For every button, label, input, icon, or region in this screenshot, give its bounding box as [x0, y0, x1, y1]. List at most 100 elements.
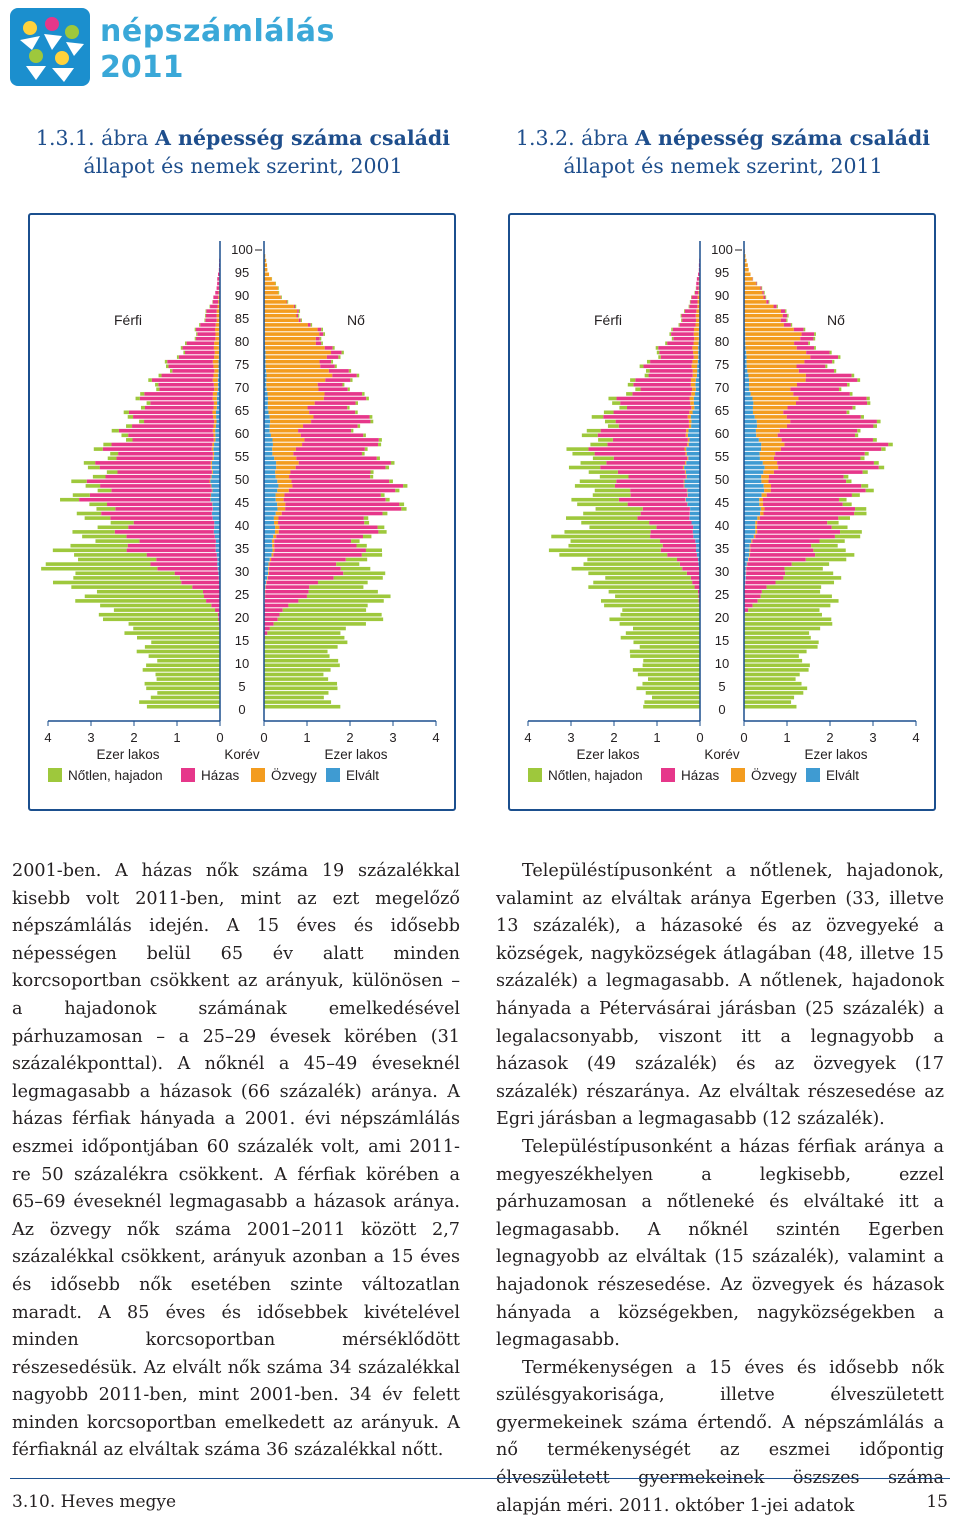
bar-female-zvegy-37	[273, 535, 276, 539]
bar-male-hzas-49	[87, 480, 210, 484]
bar-male-zvegy-52	[211, 466, 212, 470]
bar-male-ntlenhajadon-25	[609, 590, 698, 594]
bar-male-ntlenhajadon-9	[643, 664, 700, 668]
bar-female-zvegy-58	[759, 438, 782, 442]
bar-female-zvegy-75	[747, 360, 805, 364]
bar-female-ntlenhajadon-91	[278, 286, 279, 290]
bar-female-zvegy-32	[270, 558, 271, 562]
bar-male-hzas-51	[618, 470, 685, 474]
bar-female-zvegy-36	[751, 539, 752, 543]
bar-male-hzas-70	[158, 383, 213, 387]
bar-male-hzas-94	[698, 273, 699, 277]
bar-male-ntlenhajadon-70	[155, 383, 158, 387]
bar-female-ntlenhajadon-63	[370, 415, 373, 419]
bar-male-zvegy-66	[690, 401, 694, 405]
bar-male-ntlenhajadon-0	[643, 705, 700, 709]
bar-female-hzas-88	[766, 300, 768, 304]
x-tick-label-female: 4	[432, 730, 439, 745]
bar-male-zvegy-83	[695, 323, 699, 327]
bar-male-ntlenhajadon-28	[73, 576, 179, 580]
bar-female-zvegy-84	[745, 319, 781, 323]
bar-female-zvegy-93	[744, 277, 752, 281]
bar-female-elvlt-32	[264, 558, 270, 562]
bar-female-elvlt-42	[744, 512, 760, 516]
bar-male-zvegy-60	[213, 429, 215, 433]
bar-female-elvlt-59	[744, 434, 756, 438]
age-tick-label: 15	[235, 633, 249, 648]
bar-female-hzas-20	[264, 613, 280, 617]
bar-male-hzas-56	[588, 447, 684, 451]
bar-female-elvlt-47	[264, 489, 277, 493]
bar-male-elvlt-50	[212, 475, 220, 479]
bar-male-hzas-86	[685, 309, 697, 313]
bar-male-hzas-36	[660, 539, 695, 543]
bar-male-hzas-83	[200, 323, 216, 327]
bar-male-ntlenhajadon-43	[596, 507, 643, 511]
bar-female-elvlt-45	[744, 498, 759, 502]
legend-swatch-1	[661, 768, 675, 782]
bar-male-hzas-85	[206, 314, 217, 318]
bar-female-hzas-67	[798, 397, 866, 401]
bar-female-ntlenhajadon-29	[343, 572, 385, 576]
bar-male-elvlt-47	[687, 489, 700, 493]
bar-female-hzas-28	[746, 576, 784, 580]
bar-male-hzas-30	[682, 567, 699, 571]
bar-male-ntlenhajadon-78	[181, 346, 183, 350]
bar-female-hzas-29	[746, 572, 785, 576]
bar-female-ntlenhajadon-92	[275, 282, 276, 286]
bar-female-zvegy-90	[744, 291, 762, 295]
bar-female-hzas-34	[750, 549, 813, 553]
bar-female-ntlenhajadon-34	[813, 549, 845, 553]
bar-male-ntlenhajadon-18	[620, 622, 700, 626]
bar-female-ntlenhajadon-2	[744, 696, 794, 700]
bar-male-hzas-79	[187, 342, 215, 346]
bar-female-ntlenhajadon-26	[309, 585, 363, 589]
bar-female-ntlenhajadon-63	[861, 415, 864, 419]
bar-male-ntlenhajadon-8	[143, 668, 220, 672]
bar-female-ntlenhajadon-66	[867, 401, 870, 405]
bar-female-ntlenhajadon-13	[744, 645, 818, 649]
bar-female-zvegy-65	[753, 406, 788, 410]
bar-female-ntlenhajadon-56	[881, 447, 885, 451]
bar-female-ntlenhajadon-8	[744, 668, 809, 672]
bar-female-ntlenhajadon-40	[364, 521, 369, 525]
bar-male-ntlenhajadon-3	[157, 691, 220, 695]
bar-male-hzas-59	[598, 434, 686, 438]
bar-male-hzas-29	[687, 572, 700, 576]
bar-male-elvlt-48	[684, 484, 700, 488]
bar-female-zvegy-48	[278, 484, 292, 488]
bar-female-ntlenhajadon-71	[350, 378, 352, 382]
bar-male-ntlenhajadon-31	[46, 562, 151, 566]
age-tick-label: 60	[235, 426, 249, 441]
bar-female-hzas-88	[287, 300, 288, 304]
bar-male-ntlenhajadon-76	[177, 355, 179, 359]
bar-male-hzas-28	[691, 576, 700, 580]
age-tick-label: 70	[235, 380, 249, 395]
bar-male-zvegy-71	[691, 378, 696, 382]
age-tick-label: 30	[235, 564, 249, 579]
bar-female-elvlt-34	[744, 549, 750, 553]
bar-male-ntlenhajadon-66	[612, 401, 620, 405]
bar-female-ntlenhajadon-84	[786, 319, 787, 323]
bar-female-hzas-75	[804, 360, 832, 364]
bar-male-ntlenhajadon-42	[77, 512, 101, 516]
left-column-text: 2001-ben. A házas nők száma 19 százalékk…	[12, 858, 460, 1465]
bar-female-ntlenhajadon-40	[827, 521, 838, 525]
bar-female-elvlt-53	[744, 461, 763, 465]
bar-male-elvlt-45	[210, 498, 220, 502]
bar-male-hzas-45	[619, 498, 685, 502]
bar-female-hzas-74	[797, 365, 826, 369]
bar-female-hzas-46	[284, 493, 380, 497]
bar-female-zvegy-41	[274, 516, 279, 520]
bar-male-elvlt-46	[688, 493, 700, 497]
bar-male-hzas-35	[128, 544, 216, 548]
bar-male-ntlenhajadon-46	[73, 493, 90, 497]
bar-male-zvegy-86	[696, 309, 699, 313]
x-tick-label-female: 0	[260, 730, 267, 745]
age-tick-label: 85	[715, 311, 729, 326]
bar-male-ntlenhajadon-8	[633, 668, 700, 672]
bar-female-hzas-77	[331, 351, 342, 355]
bar-female-zvegy-56	[272, 447, 296, 451]
bar-female-zvegy-82	[745, 328, 794, 332]
age-tick-label: 20	[715, 610, 729, 625]
